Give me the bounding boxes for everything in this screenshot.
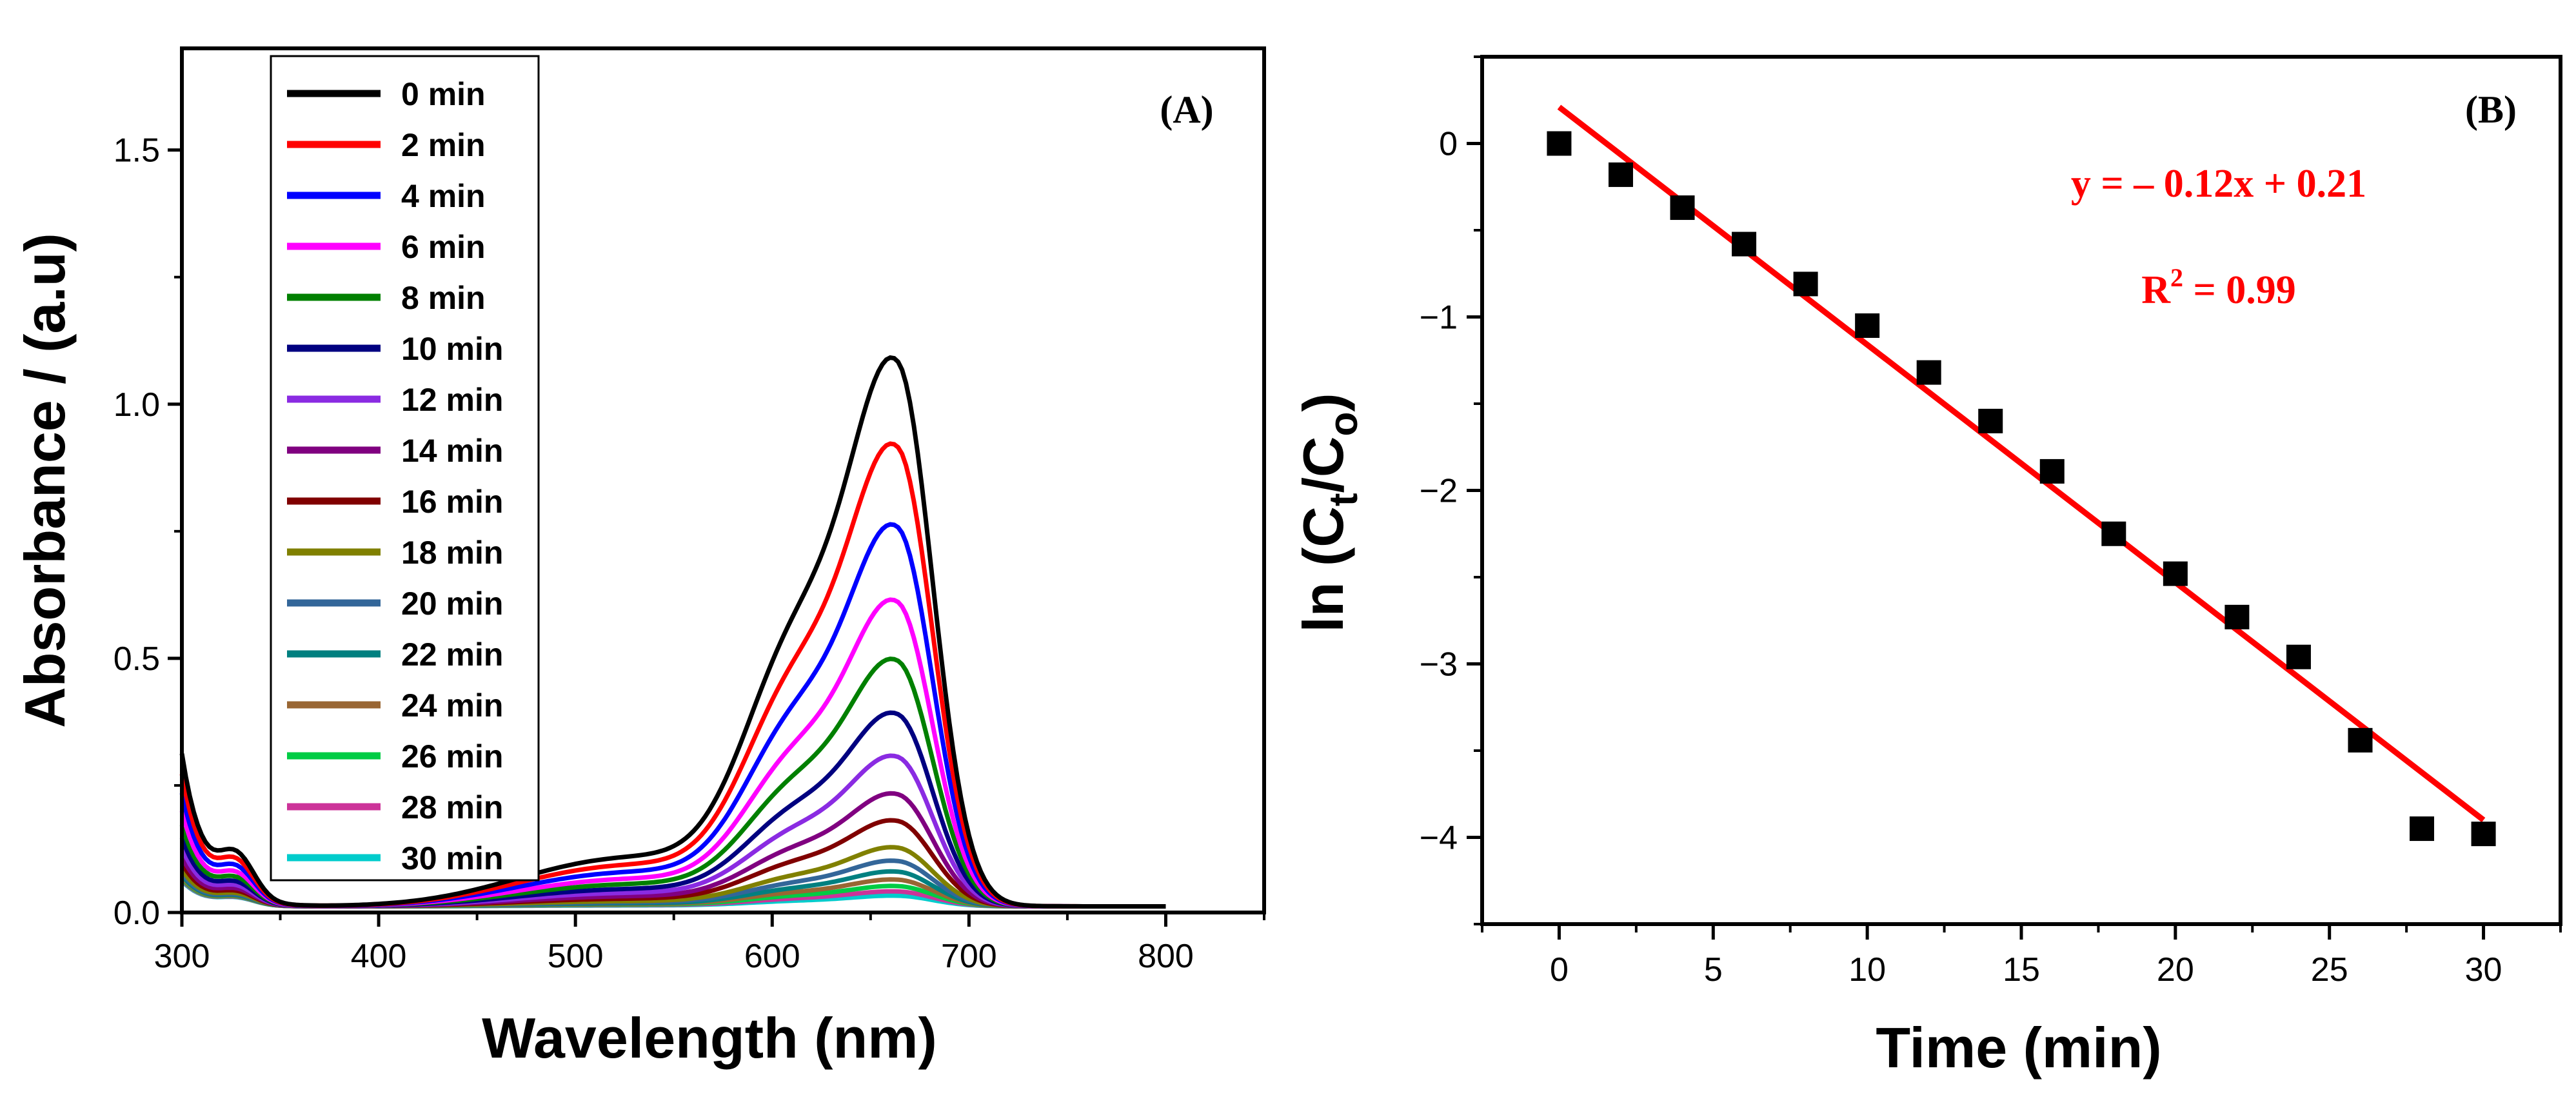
ylabel-sub-o: o bbox=[1322, 412, 1366, 437]
data-point bbox=[1608, 162, 1633, 187]
ylabel-part-close: ) bbox=[1291, 393, 1355, 411]
panel-b-x-ticks: 0 5 10 15 20 25 30 bbox=[1481, 924, 2562, 989]
data-point bbox=[2101, 521, 2126, 546]
linear-fit-line bbox=[1557, 104, 2486, 823]
r2-superscript: 2 bbox=[2170, 263, 2183, 292]
data-point bbox=[2286, 644, 2311, 669]
panel-a-absorbance-chart: 300 400 500 600 700 800 0.0 0.5 1.0 1.5 Waveleng… bbox=[13, 46, 1266, 1070]
data-point bbox=[1670, 195, 1695, 221]
legend-label: 18 min bbox=[401, 535, 503, 571]
ylabel-sub-t: t bbox=[1322, 493, 1366, 507]
legend-label: 8 min bbox=[401, 280, 486, 316]
legend-label: 24 min bbox=[401, 687, 503, 724]
y-tick-label: −3 bbox=[1420, 646, 1458, 684]
y-tick-label: 1.5 bbox=[114, 132, 160, 170]
panel-a-y-ticks: 0.0 0.5 1.0 1.5 bbox=[114, 132, 182, 932]
panel-b-kinetics-chart: 0 5 10 15 20 25 30 0 −1 −2 −3 −4 Time (min) ln (Ct… bbox=[1291, 55, 2562, 1080]
panel-a-x-ticks: 300 400 500 600 700 800 bbox=[154, 912, 1265, 975]
y-tick-label: 0 bbox=[1439, 126, 1458, 163]
y-tick-label: −2 bbox=[1420, 473, 1458, 510]
legend-label: 26 min bbox=[401, 738, 503, 774]
legend-label: 22 min bbox=[401, 636, 503, 673]
y-tick-label: 0.0 bbox=[114, 894, 160, 932]
legend-label: 12 min bbox=[401, 382, 503, 418]
absorbance-curves bbox=[179, 355, 1166, 909]
panel-b-y-ticks: 0 −1 −2 −3 −4 bbox=[1420, 55, 1482, 925]
data-point bbox=[1978, 408, 2003, 433]
y-tick-label: 1.0 bbox=[114, 386, 160, 424]
r2-value: = 0.99 bbox=[2183, 268, 2296, 312]
legend-label: 2 min bbox=[401, 127, 486, 163]
data-point bbox=[1547, 131, 1572, 156]
legend-label: 20 min bbox=[401, 586, 503, 622]
y-tick-label: 0.5 bbox=[114, 640, 160, 678]
x-tick-label: 400 bbox=[351, 938, 407, 975]
data-point bbox=[2471, 822, 2496, 847]
data-point bbox=[1793, 271, 1818, 297]
panel-b-frame bbox=[1480, 55, 2562, 926]
legend-label: 28 min bbox=[401, 789, 503, 825]
x-tick-label: 20 bbox=[2157, 951, 2194, 989]
spectrum-0-min bbox=[179, 355, 1166, 909]
data-point bbox=[2410, 816, 2435, 842]
data-point bbox=[2224, 604, 2250, 629]
panel-a-label: (A) bbox=[1160, 88, 1213, 131]
y-tick-label: −4 bbox=[1420, 820, 1458, 857]
x-tick-label: 25 bbox=[2311, 951, 2348, 989]
x-tick-label: 300 bbox=[154, 938, 210, 975]
ylabel-part-c: /C bbox=[1291, 437, 1355, 493]
legend-label: 30 min bbox=[401, 840, 503, 876]
panel-b-y-axis-label: ln (Ct/Co) bbox=[1291, 393, 1366, 632]
data-point bbox=[1916, 360, 1941, 385]
x-tick-label: 30 bbox=[2465, 951, 2502, 989]
x-tick-label: 10 bbox=[1848, 951, 1886, 989]
panel-a-y-axis-label: Absorbance / (a.u) bbox=[13, 233, 77, 728]
data-points bbox=[1547, 131, 2496, 847]
x-tick-label: 0 bbox=[1550, 951, 1569, 989]
panel-a-frame bbox=[180, 46, 1266, 914]
legend-label: 0 min bbox=[401, 76, 486, 112]
x-tick-label: 5 bbox=[1704, 951, 1723, 989]
panel-a-x-axis-label: Wavelength (nm) bbox=[482, 1006, 937, 1070]
data-point bbox=[1855, 313, 1880, 338]
data-point bbox=[2163, 561, 2188, 586]
x-tick-label: 700 bbox=[941, 938, 997, 975]
legend-label: 10 min bbox=[401, 331, 503, 367]
data-point bbox=[2039, 459, 2065, 484]
fit-equation: y = – 0.12x + 0.21 bbox=[2071, 162, 2366, 206]
data-point bbox=[1732, 232, 1757, 257]
r-squared: R2 = 0.99 bbox=[2141, 263, 2296, 312]
ylabel-part-ln: ln (C bbox=[1291, 506, 1355, 633]
legend-label: 6 min bbox=[401, 229, 486, 265]
legend-label: 4 min bbox=[401, 178, 486, 214]
panel-b-label: (B) bbox=[2465, 88, 2517, 131]
x-tick-label: 600 bbox=[744, 938, 800, 975]
legend-label: 16 min bbox=[401, 484, 503, 520]
x-tick-label: 800 bbox=[1138, 938, 1194, 975]
x-tick-label: 500 bbox=[548, 938, 604, 975]
data-point bbox=[2348, 727, 2373, 753]
panel-b-x-axis-label: Time (min) bbox=[1876, 1016, 2161, 1080]
legend: 0 min 2 min 4 min 6 min 8 min 10 min 12 min 14 … bbox=[270, 55, 540, 882]
legend-label: 14 min bbox=[401, 433, 503, 469]
r2-prefix: R bbox=[2141, 268, 2171, 312]
x-tick-label: 15 bbox=[2003, 951, 2040, 989]
y-tick-label: −1 bbox=[1420, 299, 1458, 337]
